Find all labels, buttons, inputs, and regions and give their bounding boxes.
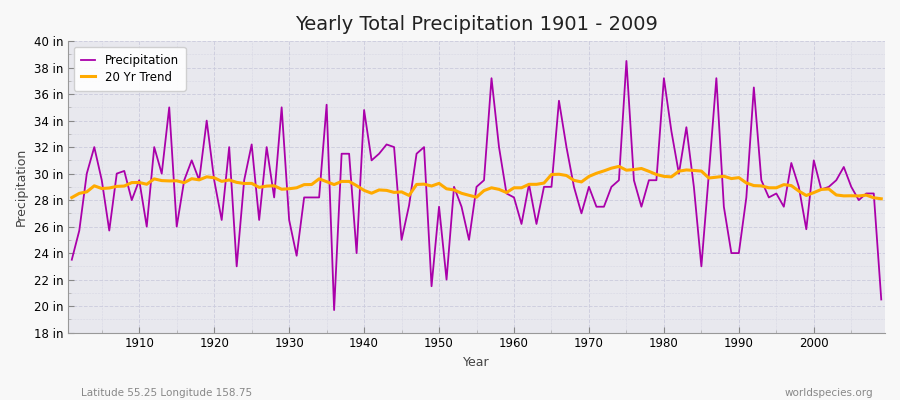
Line: 20 Yr Trend: 20 Yr Trend [72, 166, 881, 199]
20 Yr Trend [876, 196, 886, 201]
20 Yr Trend [614, 164, 625, 169]
Precipitation [292, 253, 302, 258]
Precipitation [621, 58, 632, 63]
20 Yr Trend [67, 195, 77, 200]
Precipitation [508, 195, 519, 200]
Precipitation [876, 297, 886, 302]
20 Yr Trend [508, 185, 519, 190]
Precipitation [328, 308, 339, 312]
20 Yr Trend [598, 168, 609, 173]
Precipitation [344, 151, 355, 156]
Legend: Precipitation, 20 Yr Trend: Precipitation, 20 Yr Trend [74, 47, 185, 91]
X-axis label: Year: Year [464, 356, 490, 369]
20 Yr Trend [126, 180, 137, 185]
Text: Latitude 55.25 Longitude 158.75: Latitude 55.25 Longitude 158.75 [81, 388, 252, 398]
Y-axis label: Precipitation: Precipitation [15, 148, 28, 226]
Text: worldspecies.org: worldspecies.org [785, 388, 873, 398]
Precipitation [126, 198, 137, 202]
Precipitation [67, 257, 77, 262]
Line: Precipitation: Precipitation [72, 61, 881, 310]
20 Yr Trend [501, 190, 512, 195]
20 Yr Trend [337, 179, 347, 184]
Precipitation [606, 184, 616, 189]
Title: Yearly Total Precipitation 1901 - 2009: Yearly Total Precipitation 1901 - 2009 [295, 15, 658, 34]
Precipitation [516, 222, 526, 226]
20 Yr Trend [292, 185, 302, 190]
